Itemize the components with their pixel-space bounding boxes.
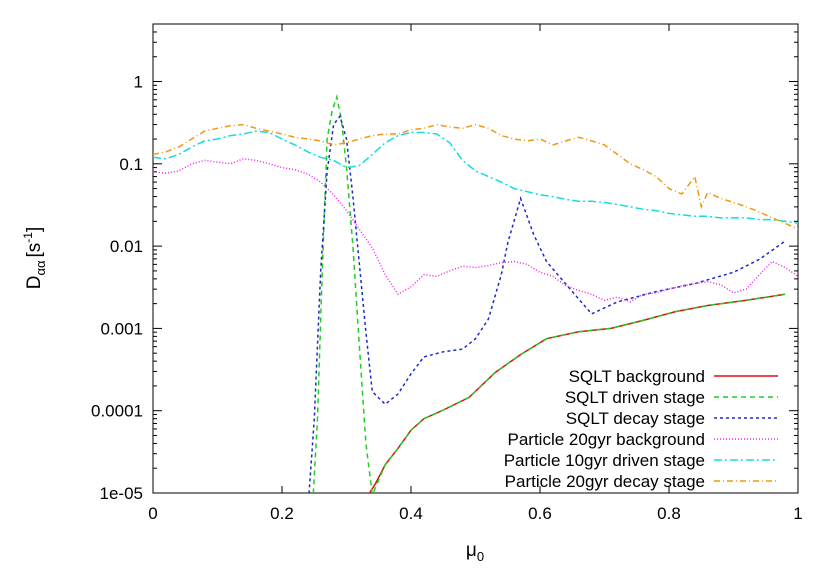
x-tick-label: 0.6 xyxy=(528,504,552,523)
y-tick-label: 0.0001 xyxy=(91,402,143,421)
legend: SQLT background SQLT driven stage SQLT dec… xyxy=(504,367,778,491)
series-layer xyxy=(153,94,798,493)
legend-label: Particle 20gyr background xyxy=(507,430,705,449)
series-line-1 xyxy=(312,94,786,493)
x-tick-label: 0.2 xyxy=(270,504,294,523)
legend-label: Particle 10gyr driven stage xyxy=(504,451,705,470)
legend-label: SQLT decay stage xyxy=(566,409,705,428)
x-tick-label: 1 xyxy=(793,504,802,523)
y-tick-label: 1e-05 xyxy=(100,484,143,503)
y-tick-label: 0.01 xyxy=(110,237,143,256)
legend-label: SQLT background xyxy=(569,367,705,386)
x-axis-label: μ0 xyxy=(466,540,484,564)
series-line-2 xyxy=(308,114,786,493)
y-tick-label: 0.1 xyxy=(119,155,143,174)
legend-label: SQLT driven stage xyxy=(565,388,705,407)
series-line-5 xyxy=(153,123,798,230)
x-tick-label: 0.4 xyxy=(399,504,423,523)
legend-label: Particle 20gyr decay stage xyxy=(505,472,705,491)
y-axis-label: Dαα[s-1] xyxy=(21,227,48,290)
y-tick-label: 0.001 xyxy=(100,319,143,338)
x-tick-label: 0 xyxy=(148,504,157,523)
axis-ticks: 0 0.2 0.4 0.6 0.8 1 1e-05 0.0001 0.001 0.01 0.1 1 xyxy=(91,23,803,523)
series-line-4 xyxy=(153,130,798,224)
series-line-3 xyxy=(153,158,798,303)
y-tick-label: 1 xyxy=(134,73,143,92)
x-tick-label: 0.8 xyxy=(657,504,681,523)
